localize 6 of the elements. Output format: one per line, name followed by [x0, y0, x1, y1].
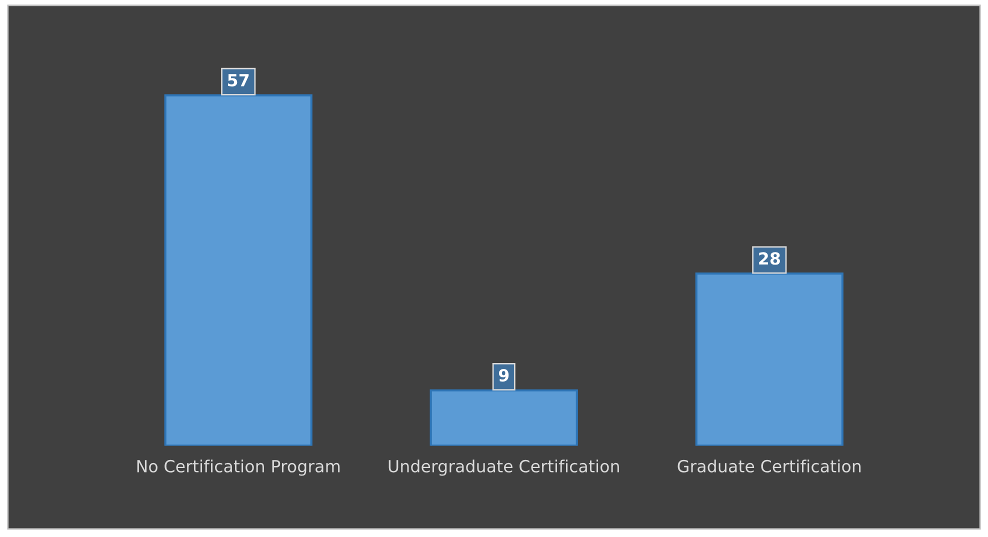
- data-label: 9: [498, 369, 509, 382]
- x-tick-label: Undergraduate Certification: [388, 460, 619, 476]
- data-label: 57: [228, 74, 249, 87]
- x-tick-label: No Certification Program: [137, 460, 340, 476]
- data-label: 28: [759, 252, 780, 265]
- x-tick-label: Graduate Certification: [678, 460, 861, 472]
